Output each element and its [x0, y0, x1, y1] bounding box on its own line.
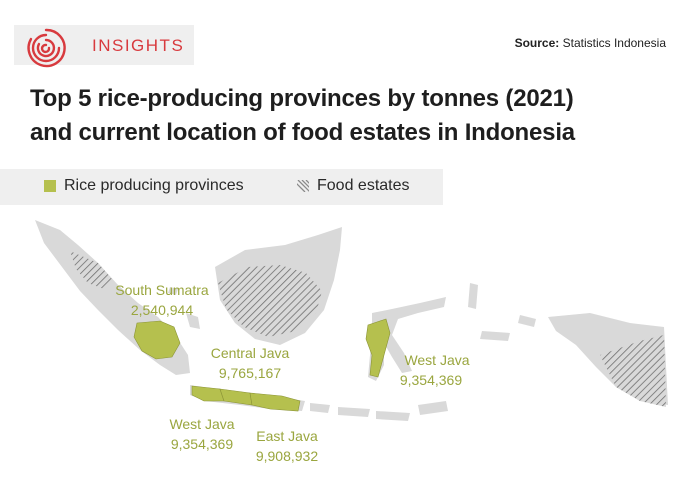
rice-west-java	[191, 385, 225, 402]
source-line: Source: Statistics Indonesia	[515, 36, 666, 50]
brand-header: INSIGHTS	[14, 25, 194, 68]
label-central-java-value: 9,765,167	[219, 365, 281, 381]
hatch-swatch-icon	[297, 180, 309, 192]
rice-swatch-icon	[44, 180, 56, 192]
food-estate-central-kalimantan	[218, 265, 322, 337]
source-prefix: Source:	[514, 36, 560, 50]
legend-label-food-estates: Food estates	[317, 177, 410, 194]
spiral-logo-icon	[27, 28, 66, 68]
legend-item-food-estates: Food estates	[297, 177, 410, 195]
riau-islands	[168, 287, 178, 295]
label-west-java-sulawesi-value: 9,354,369	[400, 372, 462, 388]
label-west-java-sulawesi-name: West Java	[404, 352, 469, 368]
indonesia-map: South Sumatra 2,540,944 Central Java 9,7…	[35, 220, 668, 464]
sulawesi-island	[368, 297, 446, 381]
label-west-java-name: West Java	[169, 416, 234, 432]
maluku-islands	[468, 283, 536, 341]
legend-item-rice: Rice producing provinces	[44, 177, 244, 195]
rice-south-sumatra	[133, 320, 181, 360]
food-estate-north-sumatra	[70, 251, 112, 289]
label-east-java-name: East Java	[256, 428, 318, 444]
label-south-sumatra-value: 2,540,944	[131, 302, 193, 318]
brand-name: INSIGHTS	[92, 36, 185, 55]
bangka-island	[186, 313, 200, 329]
label-central-java-name: Central Java	[211, 345, 290, 361]
label-west-java-value: 9,354,369	[171, 436, 233, 452]
label-east-java-value: 9,908,932	[256, 448, 318, 464]
title-line-2: and current location of food estates in …	[30, 119, 575, 146]
lesser-sunda-islands	[310, 401, 448, 421]
rice-south-sulawesi	[365, 318, 391, 378]
rice-east-java	[249, 392, 301, 412]
legend-label-rice: Rice producing provinces	[64, 177, 244, 194]
title-line-1: Top 5 rice-producing provinces by tonnes…	[30, 85, 574, 112]
source-text: Statistics Indonesia	[562, 36, 666, 50]
page-title: Top 5 rice-producing provinces by tonnes…	[30, 82, 680, 150]
legend: Rice producing provinces Food estates	[0, 169, 443, 205]
food-estate-papua	[600, 335, 666, 407]
label-south-sumatra-name: South Sumatra	[115, 282, 209, 298]
